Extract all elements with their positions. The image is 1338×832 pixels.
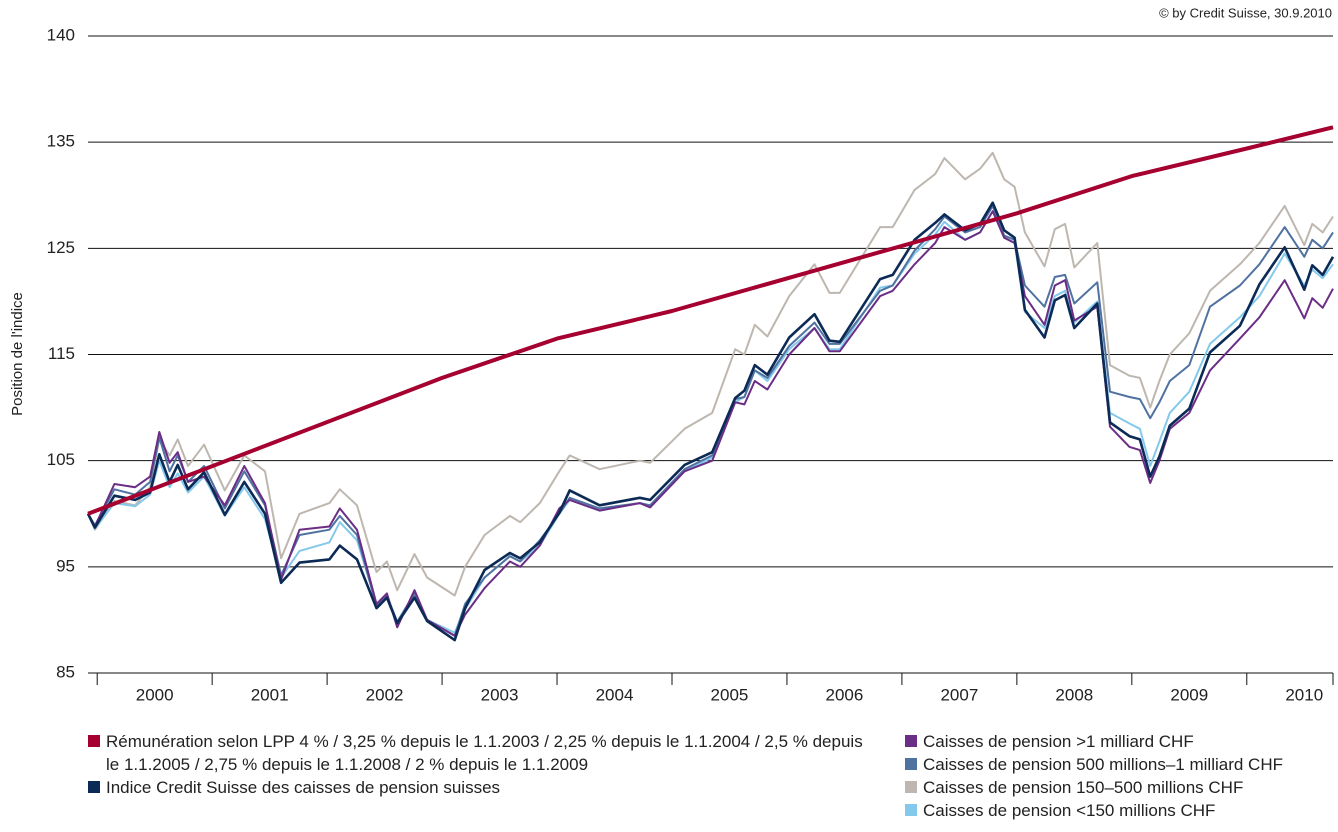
y-tick-label: 135 xyxy=(47,132,75,151)
legend-label: Caisses de pension 500 millions–1 millia… xyxy=(923,755,1283,774)
series-line xyxy=(87,204,1334,637)
x-tick-label: 2005 xyxy=(711,685,749,704)
y-tick-label: 125 xyxy=(47,238,75,257)
series-line xyxy=(87,210,1334,637)
legend-swatch xyxy=(905,758,917,770)
x-tick-label: 2001 xyxy=(251,685,289,704)
legend-label: Rémunération selon LPP 4 % / 3,25 % depu… xyxy=(106,732,863,774)
x-tick-label: 2008 xyxy=(1055,685,1093,704)
x-tick-label: 2010 xyxy=(1285,685,1323,704)
series-line xyxy=(87,210,1334,634)
legend-swatch xyxy=(905,781,917,793)
x-tick-label: 2004 xyxy=(596,685,634,704)
legend-label: Caisses de pension 150–500 millions CHF xyxy=(923,778,1244,797)
legend-item: Caisses de pension >1 milliard CHF xyxy=(905,730,1335,753)
x-tick-label: 2009 xyxy=(1170,685,1208,704)
legend-swatch xyxy=(905,804,917,816)
legend-label: Caisses de pension <150 millions CHF xyxy=(923,801,1216,820)
legend-item: Caisses de pension 150–500 millions CHF xyxy=(905,776,1335,799)
x-tick-label: 2002 xyxy=(366,685,404,704)
chart: © by Credit Suisse, 30.9.2010 Position d… xyxy=(9,5,1335,704)
y-tick-label: 115 xyxy=(48,344,75,363)
source-note: © by Credit Suisse, 30.9.2010 xyxy=(1159,5,1332,20)
legend-swatch xyxy=(905,735,917,747)
y-axis-label: Position de l'indice xyxy=(9,292,26,416)
y-tick-label: 95 xyxy=(56,556,75,575)
x-tick-label: 2003 xyxy=(481,685,519,704)
series-line xyxy=(86,201,1335,642)
legend-swatch xyxy=(88,781,100,793)
legend-item: Caisses de pension <150 millions CHF xyxy=(905,799,1335,822)
legend-label: Caisses de pension >1 milliard CHF xyxy=(923,732,1194,751)
legend-item: Rémunération selon LPP 4 % / 3,25 % depu… xyxy=(88,730,878,776)
legend-left: Rémunération selon LPP 4 % / 3,25 % depu… xyxy=(88,730,878,799)
series-line xyxy=(87,151,1334,597)
legend-item: Caisses de pension 500 millions–1 millia… xyxy=(905,753,1335,776)
series-line xyxy=(87,125,1334,516)
y-tick-label: 105 xyxy=(47,450,75,469)
legend-right: Caisses de pension >1 milliard CHF Caisse… xyxy=(905,730,1335,822)
legend-item: Indice Credit Suisse des caisses de pens… xyxy=(88,776,878,799)
x-tick-label: 2000 xyxy=(136,685,174,704)
legend-label: Indice Credit Suisse des caisses de pens… xyxy=(106,778,501,797)
x-tick-label: 2007 xyxy=(940,685,978,704)
y-tick-label: 140 xyxy=(47,25,75,44)
legend-swatch xyxy=(88,735,100,747)
y-tick-label: 85 xyxy=(56,662,75,681)
x-tick-label: 2006 xyxy=(826,685,864,704)
